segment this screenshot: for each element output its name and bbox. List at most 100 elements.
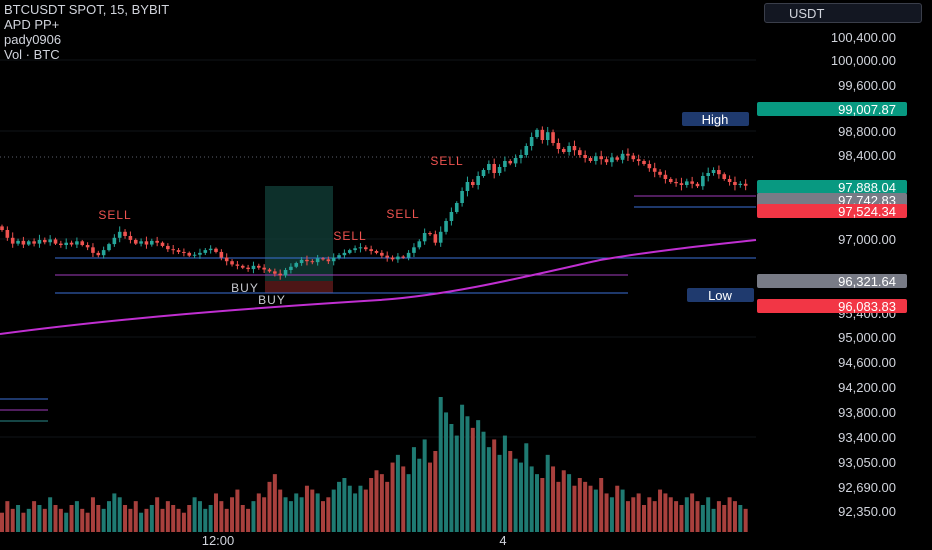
candle bbox=[652, 162, 657, 178]
candle-body bbox=[540, 129, 545, 140]
volume-bar bbox=[379, 474, 384, 532]
candle-body bbox=[679, 183, 684, 185]
candle bbox=[631, 152, 636, 162]
buy-signal-label: BUY bbox=[231, 281, 259, 295]
symbol-title[interactable]: BTCUSDT SPOT, 15, BYBIT bbox=[4, 2, 170, 17]
candle-body bbox=[454, 203, 459, 212]
candle-body bbox=[326, 259, 331, 262]
candle-body bbox=[476, 176, 480, 185]
volume-bar bbox=[53, 505, 58, 532]
candle bbox=[96, 250, 101, 258]
candle-body bbox=[107, 244, 111, 251]
indicator-name[interactable]: APD PP+ bbox=[4, 17, 60, 32]
candle bbox=[26, 239, 31, 246]
currency-button[interactable]: USDT bbox=[764, 3, 922, 23]
candle bbox=[385, 251, 389, 262]
volume-bar bbox=[561, 470, 566, 532]
candle-body bbox=[123, 231, 127, 236]
volume-bar bbox=[101, 508, 106, 532]
volume-bar bbox=[251, 501, 256, 532]
volume-bar bbox=[64, 512, 69, 532]
volume-bar bbox=[337, 481, 342, 532]
price-tick-label: 97,000.00 bbox=[838, 232, 896, 247]
price-badge: 96,321.64 bbox=[757, 274, 907, 289]
candle bbox=[615, 155, 620, 162]
volume-bar bbox=[449, 424, 454, 532]
candle-body bbox=[497, 167, 502, 173]
legend: BTCUSDT SPOT, 15, BYBIT APD PP+ pady0906… bbox=[4, 2, 169, 62]
candle bbox=[128, 231, 133, 244]
candle bbox=[743, 179, 748, 191]
volume-bar bbox=[246, 508, 251, 532]
volume-bar bbox=[460, 404, 465, 532]
candle-body bbox=[578, 150, 582, 155]
candle-body bbox=[642, 161, 646, 164]
candle bbox=[48, 235, 52, 246]
candle bbox=[738, 181, 743, 188]
candle-body bbox=[16, 240, 20, 244]
candle bbox=[471, 179, 475, 188]
candle-body bbox=[685, 181, 689, 185]
volume-bar bbox=[203, 508, 208, 532]
candle-body bbox=[192, 254, 197, 256]
time-axis: 12:00 4 bbox=[202, 533, 507, 548]
candle bbox=[390, 255, 395, 262]
candle bbox=[133, 238, 138, 246]
volume-bar bbox=[492, 439, 497, 532]
candle-body bbox=[48, 239, 52, 243]
volume-bar bbox=[577, 478, 582, 532]
price-badge: 99,007.87 bbox=[757, 102, 907, 117]
candle bbox=[685, 178, 689, 188]
candle-body bbox=[551, 132, 555, 143]
low-tag-label: Low bbox=[708, 288, 732, 303]
volume-label[interactable]: Vol · BTC bbox=[4, 47, 60, 62]
candle-body bbox=[599, 156, 603, 160]
candle-body bbox=[235, 264, 240, 266]
volume-bar bbox=[69, 505, 74, 532]
volume-bar bbox=[321, 501, 325, 532]
candle bbox=[406, 250, 411, 261]
candle-body bbox=[171, 249, 175, 251]
candle-body bbox=[460, 191, 464, 203]
candle-body bbox=[610, 157, 614, 163]
candle-body bbox=[695, 183, 700, 187]
volume-bar bbox=[738, 505, 743, 532]
candle-body bbox=[652, 168, 657, 172]
zone-layer bbox=[265, 186, 333, 293]
candle-body bbox=[59, 243, 63, 246]
price-tick-label: 98,400.00 bbox=[838, 148, 896, 163]
candle bbox=[75, 237, 79, 249]
candle-layer bbox=[0, 126, 748, 280]
volume-bar bbox=[684, 497, 689, 532]
price-tick-label: 92,350.00 bbox=[838, 504, 896, 519]
candle-body bbox=[305, 259, 309, 262]
candle-body bbox=[668, 179, 673, 182]
volume-bar bbox=[342, 478, 347, 532]
candle bbox=[401, 255, 406, 259]
candle bbox=[706, 167, 710, 182]
candle bbox=[438, 226, 443, 247]
candle-body bbox=[412, 247, 416, 253]
candle-body bbox=[21, 240, 26, 245]
candle bbox=[342, 249, 347, 259]
volume-bar bbox=[567, 474, 572, 532]
price-tick-label: 99,600.00 bbox=[838, 78, 896, 93]
volume-bar bbox=[508, 451, 513, 532]
candle-body bbox=[561, 149, 566, 152]
candle-body bbox=[674, 182, 678, 184]
volume-bar bbox=[331, 489, 336, 532]
candle-body bbox=[594, 156, 598, 161]
candle-body bbox=[75, 241, 79, 245]
candle-body bbox=[417, 241, 422, 248]
candle-body bbox=[567, 146, 571, 152]
candle bbox=[567, 142, 571, 156]
candle bbox=[235, 260, 240, 270]
candle-body bbox=[406, 252, 411, 258]
candle-body bbox=[337, 255, 341, 258]
volume-bar bbox=[262, 497, 267, 532]
volume-bar bbox=[235, 489, 240, 532]
candle bbox=[561, 147, 566, 154]
candle bbox=[166, 243, 170, 252]
candle bbox=[519, 149, 523, 164]
